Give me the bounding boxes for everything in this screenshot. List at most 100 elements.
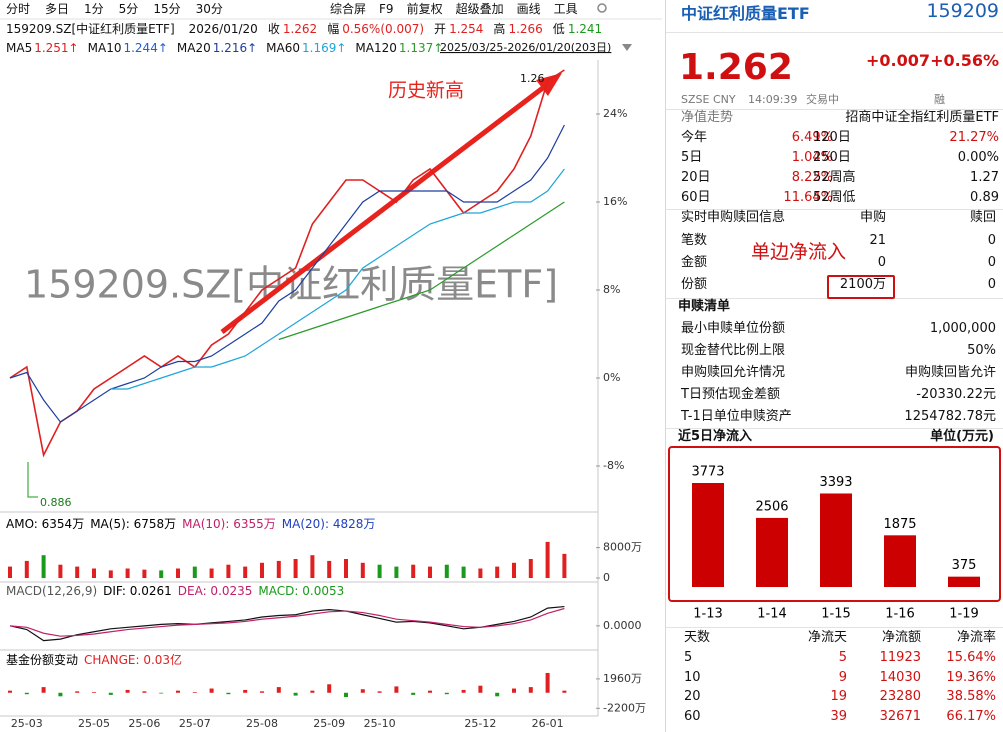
tool-button[interactable]: 15分 [153,2,180,16]
bar [260,691,264,693]
bar [377,564,382,578]
symbol: 159209.SZ[中证红利质量ETF] [6,21,175,36]
ma-legend: MA5 1.251↑ MA10 1.244↑ MA20 1.216↑ MA60 1.169↑ M… [6,41,443,55]
field-value: 1.254 [449,22,483,36]
bar [545,541,550,578]
divider [666,209,1003,210]
bar [209,568,214,578]
field-value: 1.266 [508,22,542,36]
nav-label: 净值走势 [681,110,734,125]
table-cell: 66.17% [946,708,996,724]
y-tick-label: -8% [603,459,624,472]
quote-row: 159209.SZ[中证红利质量ETF] 2026/01/20 收 1.262 幅 0.5… [6,21,602,36]
perf-label: 今年 [681,130,708,145]
bar [176,568,180,578]
status-item: SZSE [681,93,710,106]
perf-label: 20日 [681,170,711,185]
divider [666,428,1003,429]
tool-button[interactable]: 5分 [119,2,139,16]
line-series [9,69,565,458]
legend-label: MA20 [177,41,211,55]
tool-button[interactable]: F9 [379,2,394,16]
legend-label: MA120 [355,41,396,55]
tool-button[interactable]: 前复权 [407,1,443,16]
tool-button[interactable]: 工具 [554,2,578,16]
bar [528,559,533,578]
tool-button[interactable]: 画线 [517,2,541,16]
bar [411,692,416,695]
highlight-box [827,275,895,299]
bar [8,690,12,693]
table-cell: 10 [684,669,701,685]
high-label: 1.26 [520,72,545,85]
bar [692,483,724,587]
bar [92,692,96,693]
row-value: 0 [987,277,996,292]
range-dropdown[interactable] [622,44,632,51]
x-tick-label: 1-14 [757,607,787,622]
field-label: 开 [434,22,446,36]
column-header: 赎回 [969,210,996,225]
bar [360,689,365,693]
bar [24,692,29,695]
perf-label: 52周低 [813,190,856,205]
bar [125,689,130,693]
x-tick-label: 25-05 [78,717,110,730]
field-value: 1.262 [283,22,317,36]
bar [512,688,516,693]
bar [226,564,231,578]
table-cell: 11923 [879,650,921,665]
settings-icon[interactable] [597,3,607,13]
value-label: 3393 [819,475,852,490]
legend-value: 1.244↑ [123,41,167,55]
legend-item: DIF: 0.0261 [103,584,172,598]
perf-label: 120日 [813,130,851,145]
bar [461,689,466,693]
legend-value: 1.251↑ [34,41,78,55]
table-cell: 15.64% [946,650,996,665]
price-change: +0.007 [865,51,930,70]
bar [528,687,533,693]
bar [394,566,399,578]
bar [75,691,80,693]
row-value: 0 [987,255,996,270]
x-tick-label: 1-16 [885,607,915,622]
tool-button[interactable]: 1分 [84,2,104,16]
perf-value: 21.27% [949,130,999,145]
y-tick-label: 16% [603,195,627,208]
x-tick-label: 25-06 [128,717,160,730]
bar [58,564,63,578]
bar [884,535,916,587]
bar [411,564,416,578]
table-cell: 38.58% [946,689,996,704]
bar [108,570,113,578]
line-series [9,605,565,642]
value-label: 1875 [883,517,916,532]
bar [142,569,147,578]
tool-button[interactable]: 分时 [6,2,30,16]
annotation: 历史新高 [388,80,464,102]
bar [41,555,46,578]
panel-legend: MACD(12,26,9) DIF: 0.0261 DEA: 0.0235 MACD:… [6,584,344,598]
row-value: 21 [869,233,886,248]
bar [444,564,449,578]
legend-item: MA(10): 6355万 [182,517,276,531]
column-header: 天数 [684,630,711,645]
tool-button[interactable]: 多日 [45,2,69,16]
perf-label: 60日 [681,190,711,205]
bar [327,560,332,578]
x-tick-label: 25-12 [464,717,496,730]
bar [159,570,164,578]
column-header: 净流率 [956,630,996,645]
bar [24,560,29,578]
x-tick-label: 25-10 [364,717,396,730]
tool-button[interactable]: 综合屏 [330,1,366,16]
chart-frame [668,446,1001,602]
table-cell: 5 [838,650,847,665]
fund-name: 中证红利质量ETF [681,4,810,23]
tool-button[interactable]: 30分 [196,2,223,16]
tool-button[interactable]: 超级叠加 [456,1,504,16]
nav-name: 招商中证全指红利质量ETF [845,110,999,125]
bar [478,685,483,693]
row-value: 0 [987,233,996,248]
